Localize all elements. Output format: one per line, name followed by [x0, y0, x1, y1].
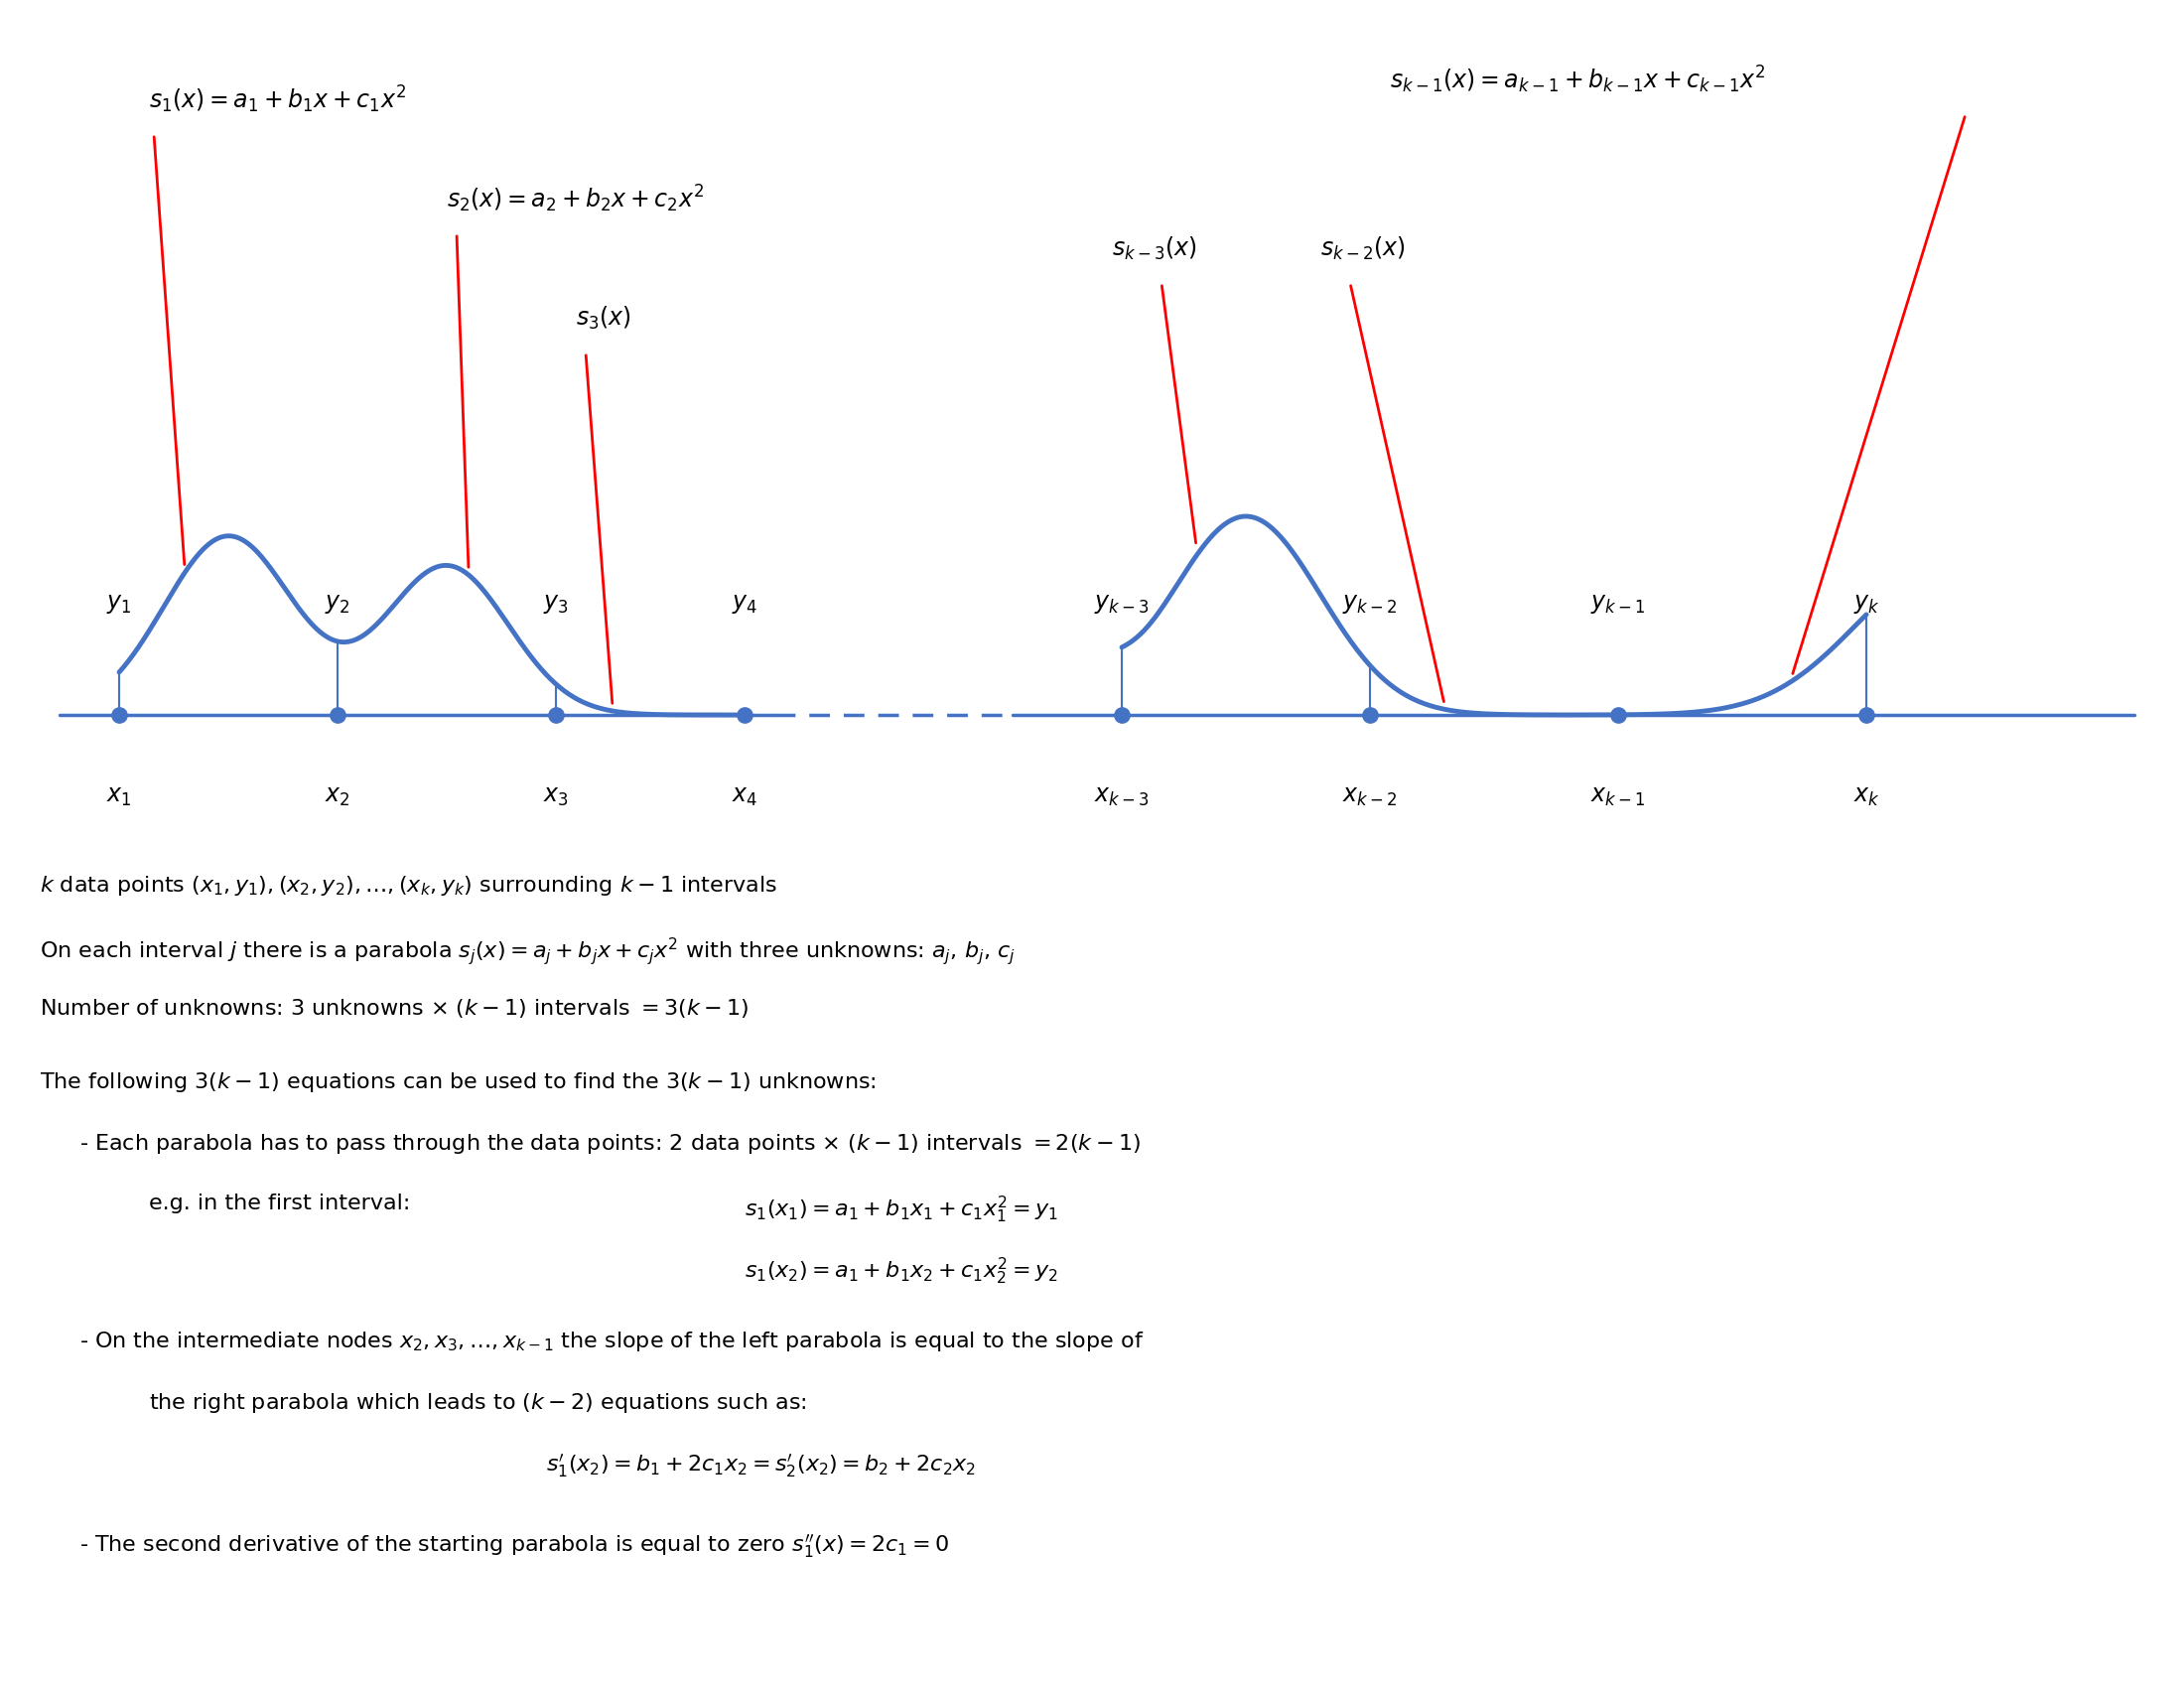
- Text: $s_{k-2}(x)$: $s_{k-2}(x)$: [1321, 235, 1406, 262]
- Text: $s_1(x_1) = a_1 + b_1x_1 + c_1x_1^2 = y_1$: $s_1(x_1) = a_1 + b_1x_1 + c_1x_1^2 = y_…: [745, 1193, 1057, 1225]
- Text: $s_1(x) = a_1 + b_1x + c_1x^2$: $s_1(x) = a_1 + b_1x + c_1x^2$: [149, 84, 406, 115]
- Text: $y_{k-3}$: $y_{k-3}$: [1094, 592, 1149, 616]
- Text: $y_3$: $y_3$: [544, 592, 568, 616]
- Text: $k$ data points $(x_1, y_1), (x_2, y_2), \ldots, (x_k, y_k)$ surrounding $k - 1$: $k$ data points $(x_1, y_1), (x_2, y_2),…: [39, 874, 778, 898]
- Text: $s_1'(x_2) = b_1 + 2c_1x_2 = s_2'(x_2) = b_2 + 2c_2x_2$: $s_1'(x_2) = b_1 + 2c_1x_2 = s_2'(x_2) =…: [546, 1452, 976, 1480]
- Text: - On the intermediate nodes $x_2, x_3, \ldots, x_{k-1}$ the slope of the left pa: - On the intermediate nodes $x_2, x_3, \…: [79, 1330, 1144, 1354]
- Text: $y_4$: $y_4$: [732, 592, 758, 616]
- Text: the right parabola which leads to $(k-2)$ equations such as:: the right parabola which leads to $(k-2)…: [149, 1391, 806, 1415]
- Text: $s_2(x) = a_2 + b_2x + c_2x^2$: $s_2(x) = a_2 + b_2x + c_2x^2$: [448, 182, 703, 214]
- Text: On each interval $j$ there is a parabola $s_j(x) = a_j + b_jx + c_jx^2$ with thr: On each interval $j$ there is a parabola…: [39, 935, 1016, 967]
- Text: $y_2$: $y_2$: [325, 592, 349, 616]
- Text: Number of unknowns: 3 unknowns $\times$ $(k-1)$ intervals $= 3(k-1)$: Number of unknowns: 3 unknowns $\times$ …: [39, 998, 749, 1020]
- Text: e.g. in the first interval:: e.g. in the first interval:: [149, 1193, 411, 1214]
- Text: $y_1$: $y_1$: [107, 592, 131, 616]
- Text: $x_{k-2}$: $x_{k-2}$: [1343, 785, 1398, 809]
- Text: $s_{k-3}(x)$: $s_{k-3}(x)$: [1112, 235, 1197, 262]
- Text: $x_4$: $x_4$: [732, 785, 758, 809]
- Text: $s_1(x_2) = a_1 + b_1x_2 + c_1x_2^2 = y_2$: $s_1(x_2) = a_1 + b_1x_2 + c_1x_2^2 = y_…: [745, 1256, 1057, 1286]
- Text: $x_1$: $x_1$: [107, 785, 131, 809]
- Text: The following $3(k-1)$ equations can be used to find the $3(k-1)$ unknowns:: The following $3(k-1)$ equations can be …: [39, 1070, 876, 1094]
- Text: $x_{k-3}$: $x_{k-3}$: [1094, 785, 1149, 809]
- Text: $s_{k-1}(x) = a_{k-1} + b_{k-1}x + c_{k-1}x^2$: $s_{k-1}(x) = a_{k-1} + b_{k-1}x + c_{k-…: [1389, 64, 1765, 95]
- Text: $x_2$: $x_2$: [325, 785, 349, 809]
- Text: $x_k$: $x_k$: [1852, 785, 1880, 809]
- Text: $s_3(x)$: $s_3(x)$: [577, 304, 631, 331]
- Text: $y_k$: $y_k$: [1852, 592, 1880, 616]
- Text: - The second derivative of the starting parabola is equal to zero $s_1''(x) = 2c: - The second derivative of the starting …: [79, 1533, 950, 1560]
- Text: - Each parabola has to pass through the data points: 2 data points $\times$ $(k-: - Each parabola has to pass through the …: [79, 1133, 1140, 1156]
- Text: $x_{k-1}$: $x_{k-1}$: [1590, 785, 1645, 809]
- Text: $y_{k-1}$: $y_{k-1}$: [1590, 592, 1645, 616]
- Text: $x_3$: $x_3$: [544, 785, 568, 809]
- Text: $y_{k-2}$: $y_{k-2}$: [1343, 592, 1398, 616]
